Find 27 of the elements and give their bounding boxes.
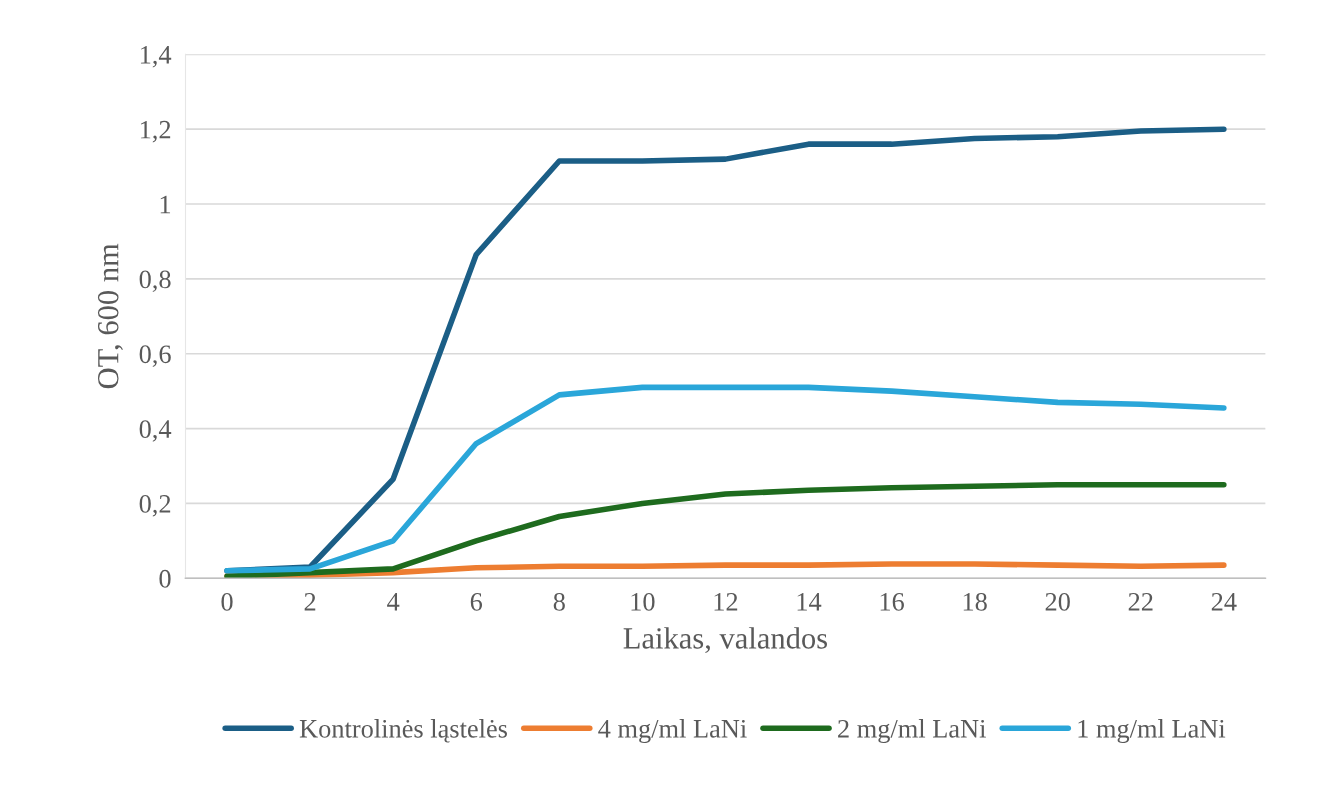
x-tick-label: 12 <box>714 592 738 611</box>
x-tick-label: 10 <box>631 592 655 611</box>
x-tick-label: 0 <box>221 592 233 611</box>
x-tick-label: 20 <box>1045 592 1070 611</box>
x-tick-label: 4 <box>387 593 400 611</box>
x-tick-label: 22 <box>1128 592 1153 611</box>
x-tick-label: 24 <box>1211 592 1237 611</box>
y-tick-label: 0,4 <box>139 420 172 442</box>
legend-label: Kontrolinės ląstelės <box>299 719 507 743</box>
x-tick-label: 2 <box>304 592 316 611</box>
y-tick-label: 1,4 <box>140 46 172 68</box>
y-tick-label: 0,2 <box>139 495 171 517</box>
x-tick-label: 14 <box>797 593 822 611</box>
y-tick-label: 0,8 <box>139 270 171 293</box>
y-tick-label: 0 <box>159 569 171 588</box>
x-tick-label: 8 <box>553 592 565 611</box>
y-tick-label: 0,6 <box>139 345 171 367</box>
x-tick-label: 18 <box>963 592 987 611</box>
y-tick-label: 1 <box>160 195 171 214</box>
legend-label: 1 mg/ml LaNi <box>1078 719 1226 744</box>
x-tick-label: 6 <box>470 592 483 611</box>
x-tick-label: 16 <box>880 592 904 611</box>
x-axis-title: Laikas, valandos <box>623 627 827 654</box>
y-tick-label: 1,2 <box>140 120 171 143</box>
legend-label: 4 mg/ml LaNi <box>598 719 747 744</box>
legend-label: 2 mg/ml LaNi <box>838 719 986 744</box>
y-axis-title: OT, 600 nm <box>97 243 123 389</box>
